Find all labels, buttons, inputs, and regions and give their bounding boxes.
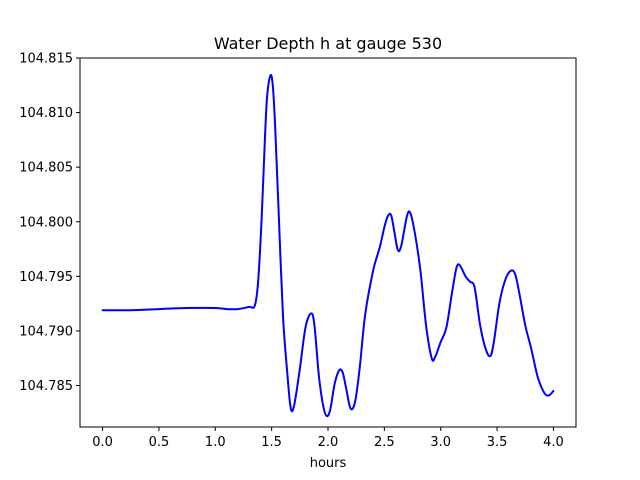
x-tick-label: 3.0 bbox=[430, 435, 451, 450]
chart-title: Water Depth h at gauge 530 bbox=[214, 34, 442, 53]
y-tick-label: 104.805 bbox=[19, 161, 73, 176]
y-tick-label: 104.790 bbox=[19, 324, 73, 339]
x-tick-label: 1.0 bbox=[205, 435, 226, 450]
x-tick-label: 2.5 bbox=[374, 435, 395, 450]
plot-area bbox=[101, 74, 555, 418]
x-tick-label: 3.5 bbox=[487, 435, 508, 450]
series-line-0 bbox=[101, 74, 555, 418]
x-tick-label: 1.5 bbox=[261, 435, 282, 450]
x-tick-label: 0.5 bbox=[149, 435, 170, 450]
y-tick-label: 104.785 bbox=[19, 379, 73, 394]
y-axis: 104.785 104.790 104.795 104.800 104.805 104.8… bbox=[19, 52, 80, 394]
x-tick-label: 0.0 bbox=[92, 435, 113, 450]
x-tick-label: 4.0 bbox=[543, 435, 564, 450]
y-tick-label: 104.795 bbox=[19, 270, 73, 285]
x-axis-label: hours bbox=[310, 456, 347, 471]
x-axis: 0.0 0.5 1.0 1.5 2.0 2.5 3.0 3.5 4.0 bbox=[92, 427, 564, 450]
y-tick-label: 104.815 bbox=[19, 52, 73, 67]
y-tick-label: 104.810 bbox=[19, 106, 73, 121]
y-tick-label: 104.800 bbox=[19, 215, 73, 230]
x-tick-label: 2.0 bbox=[318, 435, 339, 450]
plot-frame bbox=[79, 57, 577, 428]
